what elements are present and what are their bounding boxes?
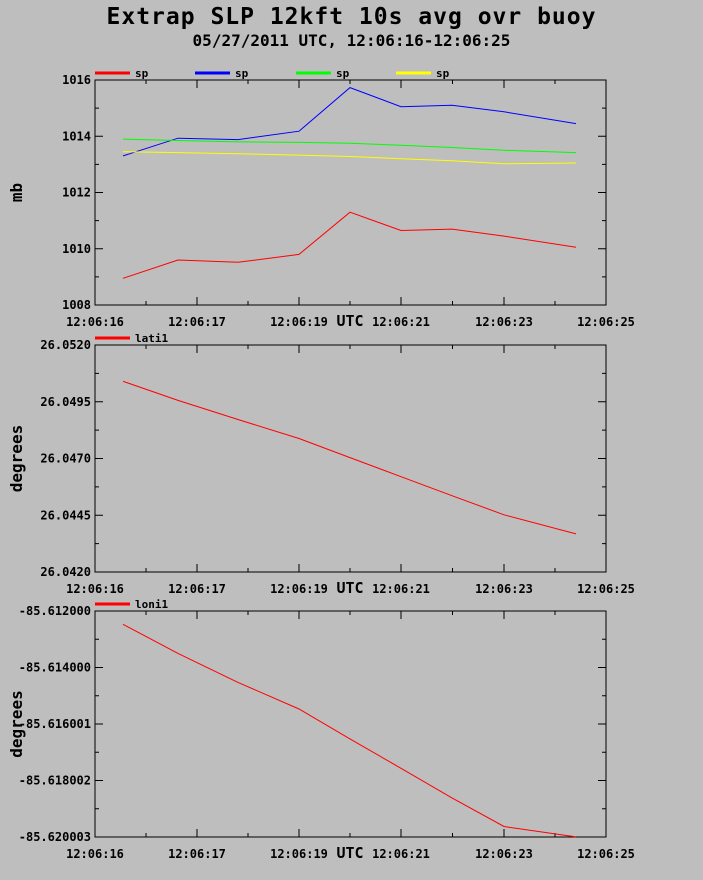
- chart-panel-1: [94, 71, 607, 306]
- x-tick-label: 12:06:25: [577, 582, 635, 596]
- legend-label: sp: [436, 67, 450, 80]
- y-tick-label: -85.612000: [19, 604, 91, 618]
- x-tick-label: 12:06:16: [66, 315, 124, 329]
- chart-panel-3: [94, 602, 607, 838]
- series-line-lati1: [122, 380, 577, 535]
- y-tick-label: 1010: [62, 242, 91, 256]
- legend-label: sp: [235, 67, 249, 80]
- x-tick-label: 12:06:25: [577, 315, 635, 329]
- series-line-sp: [122, 87, 577, 157]
- y-tick-label: 1012: [62, 186, 91, 200]
- x-tick-label: 12:06:17: [168, 582, 226, 596]
- x-tick-label: 12:06:21: [372, 315, 430, 329]
- y-tick-label: -85.614000: [19, 661, 91, 675]
- series-line-loni1: [122, 623, 577, 838]
- legend-label: loni1: [135, 598, 168, 611]
- x-tick-label: 12:06:16: [66, 847, 124, 861]
- x-tick-label: 12:06:17: [168, 315, 226, 329]
- legend-label: sp: [135, 67, 149, 80]
- plot-frame: [94, 344, 607, 573]
- legend-label: sp: [336, 67, 350, 80]
- chart-subtitle: 05/27/2011 UTC, 12:06:16-12:06:25: [192, 31, 511, 50]
- series-line-sp: [122, 151, 577, 165]
- y-tick-label: -85.616001: [19, 717, 91, 731]
- series-line-sp: [122, 138, 577, 154]
- y-tick-label: 1016: [62, 73, 91, 87]
- series-line-sp: [122, 211, 577, 279]
- x-tick-label: 12:06:19: [270, 847, 328, 861]
- x-tick-label: 12:06:23: [475, 315, 533, 329]
- chart-panel-2: [94, 336, 607, 573]
- x-axis-label: UTC: [336, 844, 363, 862]
- x-tick-label: 12:06:19: [270, 315, 328, 329]
- x-tick-label: 12:06:25: [577, 847, 635, 861]
- x-tick-label: 12:06:16: [66, 582, 124, 596]
- y-tick-label: -85.620003: [19, 830, 91, 844]
- x-tick-label: 12:06:21: [372, 582, 430, 596]
- x-tick-label: 12:06:23: [475, 847, 533, 861]
- y-tick-label: 26.0495: [40, 395, 91, 409]
- plot-frame: [94, 79, 607, 306]
- y-axis-label: mb: [7, 183, 26, 202]
- x-tick-label: 12:06:21: [372, 847, 430, 861]
- x-tick-label: 12:06:23: [475, 582, 533, 596]
- x-tick-label: 12:06:19: [270, 582, 328, 596]
- y-tick-label: 1008: [62, 298, 91, 312]
- chart-title: Extrap SLP 12kft 10s avg ovr buoy: [106, 4, 597, 30]
- legend-label: lati1: [135, 332, 168, 345]
- x-tick-label: 12:06:17: [168, 847, 226, 861]
- plot-frame: [94, 610, 607, 838]
- y-tick-label: 26.0420: [40, 565, 91, 579]
- y-tick-label: 26.0520: [40, 338, 91, 352]
- y-tick-label: -85.618002: [19, 774, 91, 788]
- y-axis-label: degrees: [7, 425, 26, 492]
- y-tick-label: 26.0445: [40, 508, 91, 522]
- y-tick-label: 1014: [62, 129, 91, 143]
- y-axis-label: degrees: [7, 690, 26, 757]
- y-tick-label: 26.0470: [40, 452, 91, 466]
- x-axis-label: UTC: [336, 312, 363, 330]
- x-axis-label: UTC: [336, 579, 363, 597]
